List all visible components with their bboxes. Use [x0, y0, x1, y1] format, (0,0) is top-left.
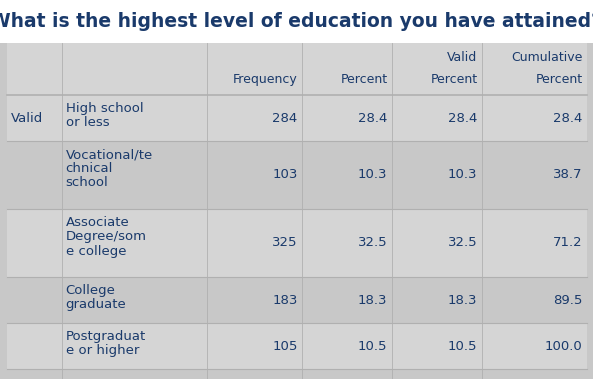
Text: Percent: Percent — [340, 73, 387, 86]
Text: 71.2: 71.2 — [553, 236, 582, 249]
Text: e or higher: e or higher — [65, 344, 139, 357]
Text: High school: High school — [65, 102, 143, 115]
Text: Degree/som: Degree/som — [65, 230, 146, 243]
Text: College: College — [65, 284, 116, 297]
Bar — [7, 323, 586, 369]
Text: Valid: Valid — [11, 111, 43, 124]
Text: school: school — [65, 177, 109, 190]
Text: 284: 284 — [272, 111, 298, 124]
Text: Frequency: Frequency — [232, 73, 298, 86]
Text: 28.4: 28.4 — [553, 111, 582, 124]
Text: e college: e college — [65, 244, 126, 257]
Text: Postgraduat: Postgraduat — [65, 330, 146, 343]
Bar — [586, 43, 593, 379]
Bar — [0, 0, 593, 43]
Text: 28.4: 28.4 — [448, 111, 477, 124]
Text: 105: 105 — [272, 340, 298, 352]
Text: 10.5: 10.5 — [358, 340, 387, 352]
Text: Valid: Valid — [447, 51, 477, 64]
Text: 103: 103 — [272, 169, 298, 182]
Text: 32.5: 32.5 — [358, 236, 387, 249]
Text: 38.7: 38.7 — [553, 169, 582, 182]
Text: 18.3: 18.3 — [358, 293, 387, 307]
Text: 28.4: 28.4 — [358, 111, 387, 124]
Bar — [7, 209, 586, 277]
Text: 89.5: 89.5 — [553, 293, 582, 307]
Bar — [7, 369, 586, 379]
Text: 10.5: 10.5 — [448, 340, 477, 352]
Bar — [0, 43, 7, 379]
Text: 100.0: 100.0 — [545, 340, 582, 352]
Text: graduate: graduate — [65, 298, 126, 311]
Bar — [7, 95, 586, 141]
Text: Percent: Percent — [431, 73, 477, 86]
Bar — [7, 277, 586, 323]
Text: Percent: Percent — [535, 73, 582, 86]
Text: 10.3: 10.3 — [358, 169, 387, 182]
Text: 10.3: 10.3 — [448, 169, 477, 182]
Text: Associate: Associate — [65, 216, 129, 229]
Text: What is the highest level of education you have attained?: What is the highest level of education y… — [0, 12, 593, 31]
Text: Cumulative: Cumulative — [511, 51, 582, 64]
Text: or less: or less — [65, 116, 109, 129]
Text: Vocational/te: Vocational/te — [65, 148, 153, 161]
Text: chnical: chnical — [65, 162, 113, 175]
Text: 18.3: 18.3 — [448, 293, 477, 307]
Text: 32.5: 32.5 — [448, 236, 477, 249]
Bar — [7, 43, 586, 95]
Bar — [7, 141, 586, 209]
Text: 325: 325 — [272, 236, 298, 249]
Text: 183: 183 — [272, 293, 298, 307]
